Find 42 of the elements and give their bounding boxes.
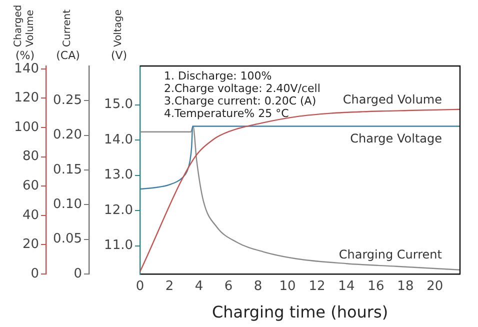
y3-tick-label: 20 — [22, 237, 39, 252]
y2-tick-label: 0.20 — [53, 128, 82, 143]
y3-tick-label: 60 — [22, 178, 39, 194]
y3-axis-title: Charged Volume (%) — [13, 4, 37, 62]
x-tick-label: 20 — [426, 279, 444, 294]
series-label: Charged Volume — [342, 92, 442, 107]
annotation: 3.Charge current: 0.20C (A) — [164, 94, 316, 108]
x-axis-title: Charging time (hours) — [212, 302, 388, 322]
y2-tick-label: 0 — [74, 266, 82, 282]
y3-tick-label: 140 — [14, 61, 39, 76]
y2-tick-label: 0.15 — [53, 162, 82, 178]
y3-tick-label: 120 — [14, 90, 39, 106]
y2-axis-title: Current (CA) — [56, 8, 80, 62]
y2-tick-label: 0.10 — [53, 197, 82, 212]
y-tick-label: 11.0 — [104, 238, 133, 254]
series-label: Charging Current — [338, 248, 442, 262]
x-tick-label: 6 — [224, 279, 233, 294]
x-tick-label: 18 — [397, 279, 414, 294]
annotation: 4.Temperature% 25 °C — [164, 106, 290, 120]
x-tick-label: 12 — [308, 279, 326, 294]
y3-tick-label: 0 — [30, 266, 39, 282]
y-tick-label: 15.0 — [104, 97, 133, 112]
x-tick-label: 8 — [254, 279, 262, 294]
x-tick-label: 16 — [368, 279, 384, 294]
series-label: Charge Voltage — [350, 131, 442, 146]
x-tick-label: 2 — [165, 279, 174, 294]
annotation: 2.Charge voltage: 2.40V/cell — [164, 82, 320, 95]
y3-tick-label: 100 — [14, 120, 39, 135]
y-tick-label: 12.0 — [104, 202, 133, 218]
x-tick-label: 0 — [136, 279, 144, 294]
y3-tick-label: 40 — [22, 208, 39, 223]
y-tick-label: 14.0 — [104, 132, 133, 148]
annotation: 1. Discharge: 100% — [164, 69, 272, 82]
y2-tick-label: 0.25 — [53, 93, 82, 108]
y-axis-title: Voltage (V) — [110, 8, 128, 62]
x-tick-label: 10 — [279, 279, 296, 294]
line-series — [140, 126, 460, 190]
x-tick-label: 14 — [338, 279, 355, 294]
y2-tick-label: 0.05 — [53, 232, 82, 247]
x-tick-label: 4 — [194, 279, 204, 294]
y-tick-label: 13.0 — [104, 168, 133, 183]
y3-tick-label: 80 — [22, 149, 39, 164]
